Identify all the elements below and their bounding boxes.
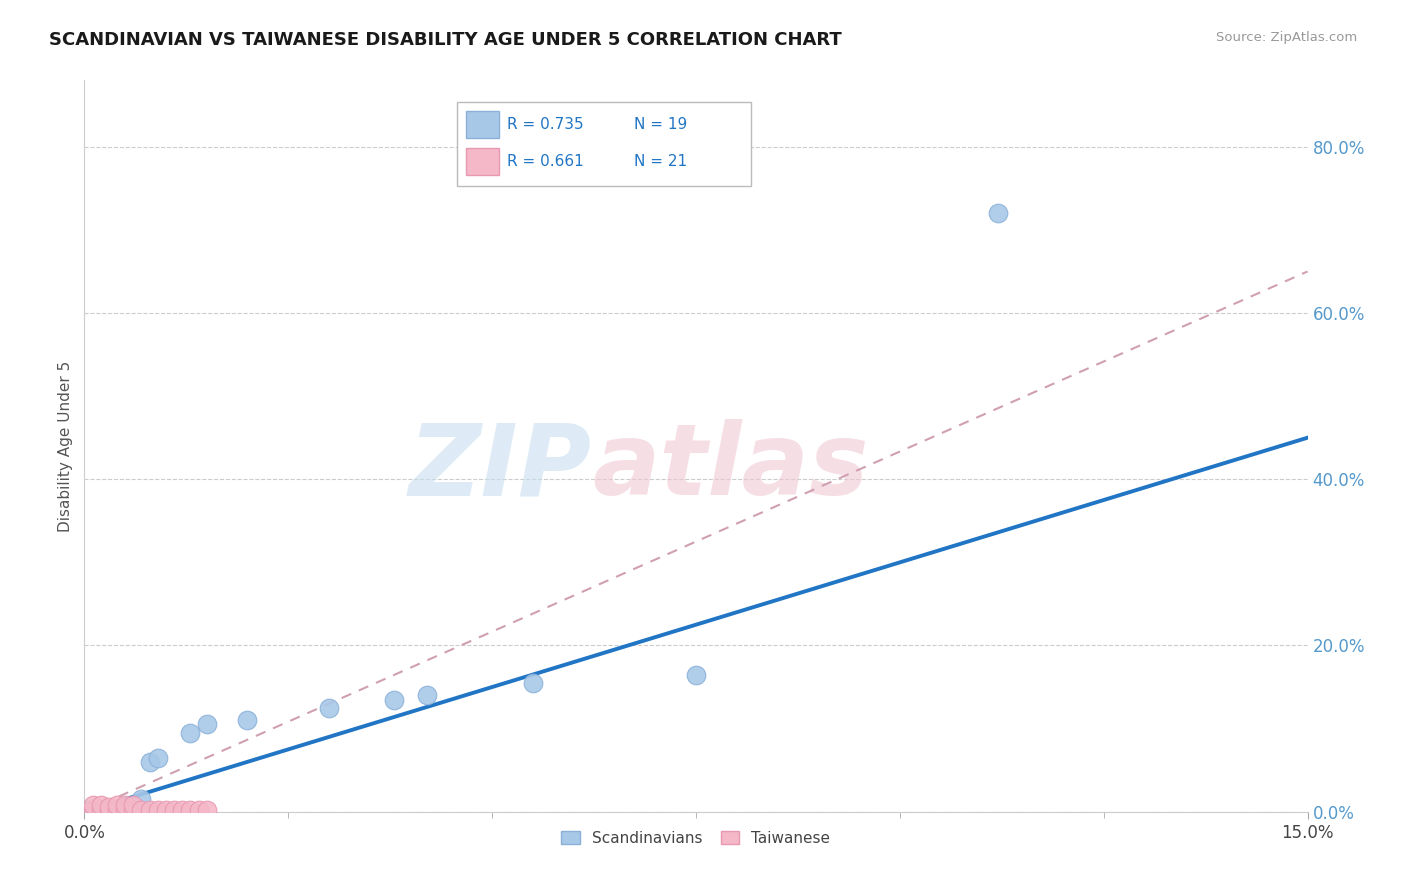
Point — [122, 803, 145, 817]
Point — [122, 798, 145, 813]
Point — [685, 667, 707, 681]
Point — [105, 798, 128, 813]
Point — [90, 803, 112, 817]
Point — [114, 803, 136, 817]
Point — [105, 803, 128, 817]
Point — [82, 803, 104, 817]
Text: SCANDINAVIAN VS TAIWANESE DISABILITY AGE UNDER 5 CORRELATION CHART: SCANDINAVIAN VS TAIWANESE DISABILITY AGE… — [49, 31, 842, 49]
Point — [90, 798, 112, 813]
Point — [236, 714, 259, 728]
Point — [416, 689, 439, 703]
Point — [90, 803, 112, 817]
Point — [138, 803, 160, 817]
Point — [187, 803, 209, 817]
Point — [318, 701, 340, 715]
Legend: Scandinavians, Taiwanese: Scandinavians, Taiwanese — [555, 824, 837, 852]
Point — [172, 803, 194, 817]
Point — [155, 803, 177, 817]
Text: atlas: atlas — [592, 419, 869, 516]
Point — [97, 803, 120, 817]
Point — [114, 798, 136, 813]
Point — [138, 755, 160, 769]
Y-axis label: Disability Age Under 5: Disability Age Under 5 — [58, 360, 73, 532]
Point — [131, 792, 153, 806]
Point — [163, 803, 186, 817]
Point — [179, 803, 201, 817]
Point — [97, 799, 120, 814]
Point — [146, 750, 169, 764]
Point — [522, 676, 544, 690]
Point — [382, 692, 405, 706]
Point — [146, 803, 169, 817]
Point — [77, 803, 100, 817]
Point — [122, 803, 145, 817]
Point — [82, 803, 104, 817]
Point — [82, 798, 104, 813]
Point — [97, 803, 120, 817]
Point — [195, 803, 218, 817]
Point — [131, 803, 153, 817]
Point — [987, 206, 1010, 220]
Point — [195, 717, 218, 731]
Point — [179, 725, 201, 739]
Text: Source: ZipAtlas.com: Source: ZipAtlas.com — [1216, 31, 1357, 45]
Point — [105, 803, 128, 817]
Point — [114, 803, 136, 817]
Text: ZIP: ZIP — [409, 419, 592, 516]
